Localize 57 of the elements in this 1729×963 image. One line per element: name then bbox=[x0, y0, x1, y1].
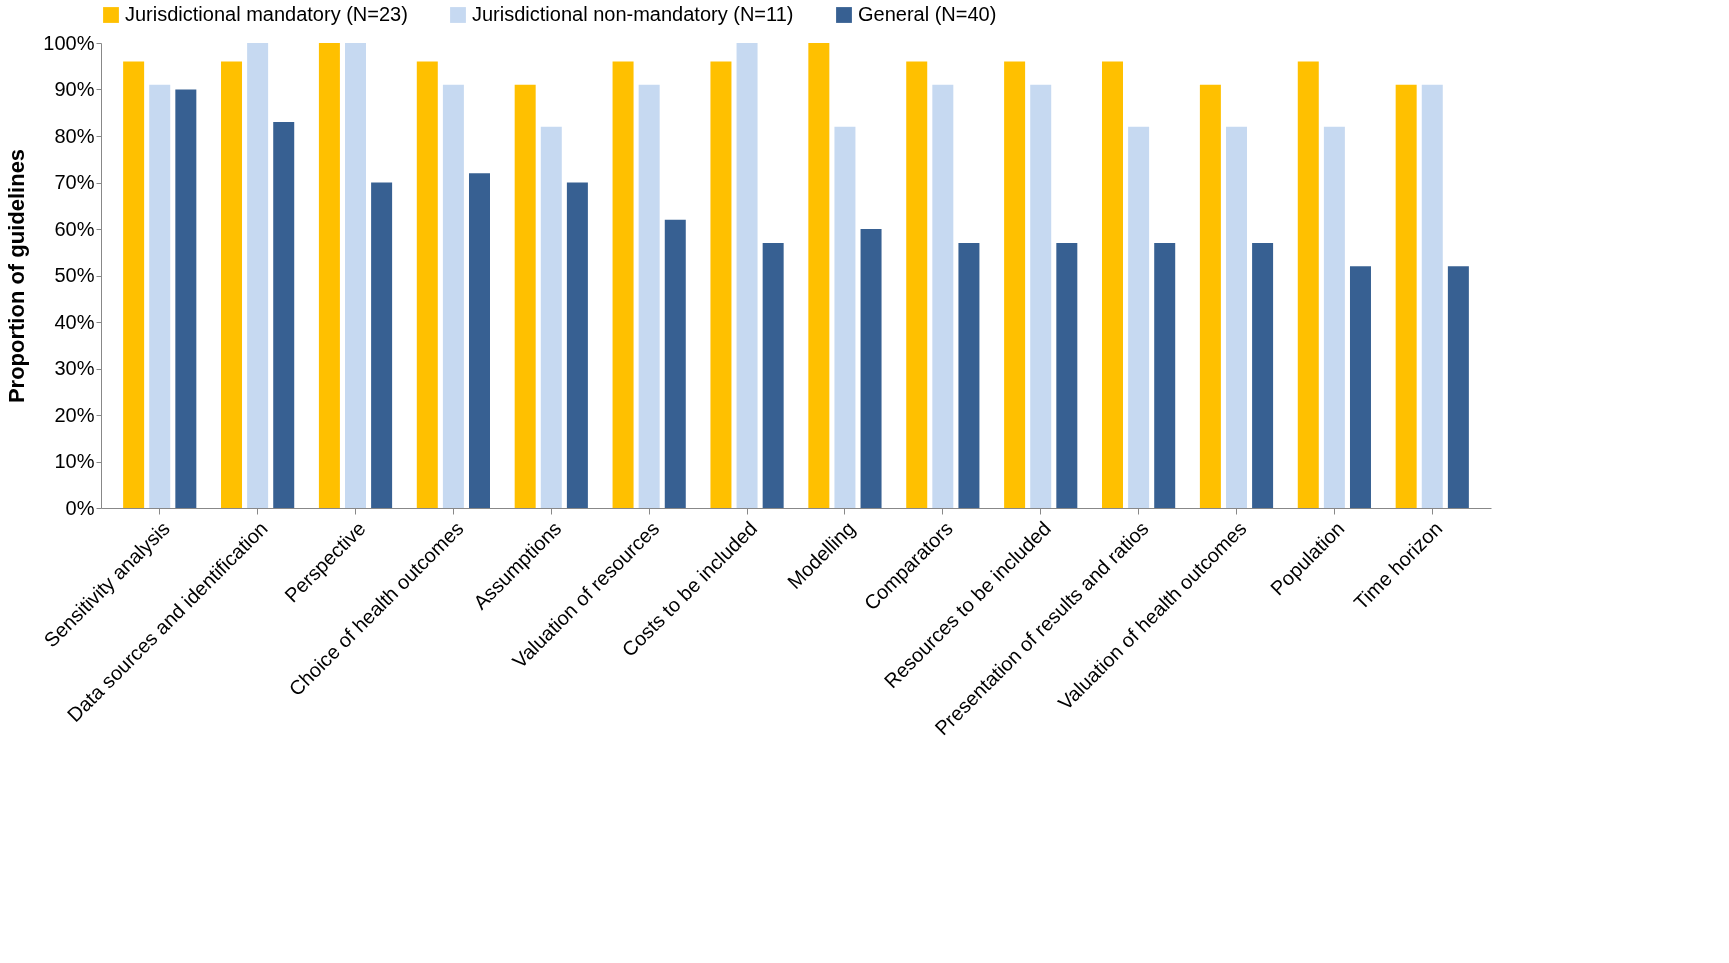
y-tick-label: 70% bbox=[54, 171, 95, 193]
bar bbox=[1102, 61, 1123, 508]
bar bbox=[1421, 84, 1443, 508]
bar bbox=[834, 126, 856, 508]
bar bbox=[416, 61, 438, 508]
bar bbox=[273, 122, 295, 508]
bar bbox=[1030, 84, 1052, 508]
bar bbox=[1252, 242, 1274, 508]
y-tick-label: 40% bbox=[54, 310, 95, 333]
y-tick-label: 20% bbox=[54, 403, 95, 426]
bar bbox=[318, 43, 340, 508]
bar bbox=[247, 43, 269, 508]
bar bbox=[1199, 84, 1221, 508]
bar bbox=[469, 173, 490, 508]
y-tick-label: 100% bbox=[43, 31, 95, 54]
y-tick-label: 0% bbox=[65, 496, 95, 519]
bar bbox=[442, 84, 464, 508]
bar bbox=[514, 84, 536, 508]
y-tick-label: 90% bbox=[54, 78, 95, 100]
bar bbox=[1447, 266, 1469, 508]
bar bbox=[1154, 242, 1176, 508]
bar bbox=[123, 61, 145, 508]
bar bbox=[1225, 126, 1247, 508]
bar bbox=[371, 182, 393, 508]
bar bbox=[762, 242, 784, 508]
bar bbox=[664, 219, 686, 508]
y-tick-label: 30% bbox=[54, 357, 95, 379]
y-tick-label: 10% bbox=[54, 450, 95, 472]
bar bbox=[612, 61, 634, 508]
y-tick-label: 60% bbox=[54, 217, 95, 240]
bar bbox=[906, 61, 928, 508]
bar bbox=[566, 182, 588, 508]
bar bbox=[221, 61, 243, 508]
bar bbox=[1323, 126, 1345, 508]
bar bbox=[1395, 84, 1417, 508]
bar bbox=[345, 43, 367, 508]
bar bbox=[1056, 242, 1078, 508]
y-axis-title: Proportion of guidelines bbox=[4, 148, 30, 404]
y-tick-label: 80% bbox=[54, 124, 95, 147]
bar bbox=[638, 84, 660, 508]
bar bbox=[860, 229, 882, 508]
bar bbox=[932, 84, 954, 508]
bar bbox=[736, 43, 758, 508]
bar bbox=[710, 61, 732, 508]
bar bbox=[808, 43, 830, 508]
bar bbox=[1349, 266, 1371, 508]
bar bbox=[540, 126, 562, 508]
bar bbox=[958, 242, 980, 508]
bar bbox=[1004, 61, 1026, 508]
bar bbox=[1128, 126, 1150, 508]
legend-label: Jurisdictional non-mandatory (N=11) bbox=[472, 3, 794, 25]
bar bbox=[149, 84, 171, 508]
bar bbox=[1297, 61, 1319, 508]
legend-label: Jurisdictional mandatory (N=23) bbox=[125, 3, 408, 25]
legend-label: General (N=40) bbox=[858, 3, 997, 25]
y-tick-label: 50% bbox=[54, 264, 95, 286]
bar bbox=[175, 89, 197, 508]
